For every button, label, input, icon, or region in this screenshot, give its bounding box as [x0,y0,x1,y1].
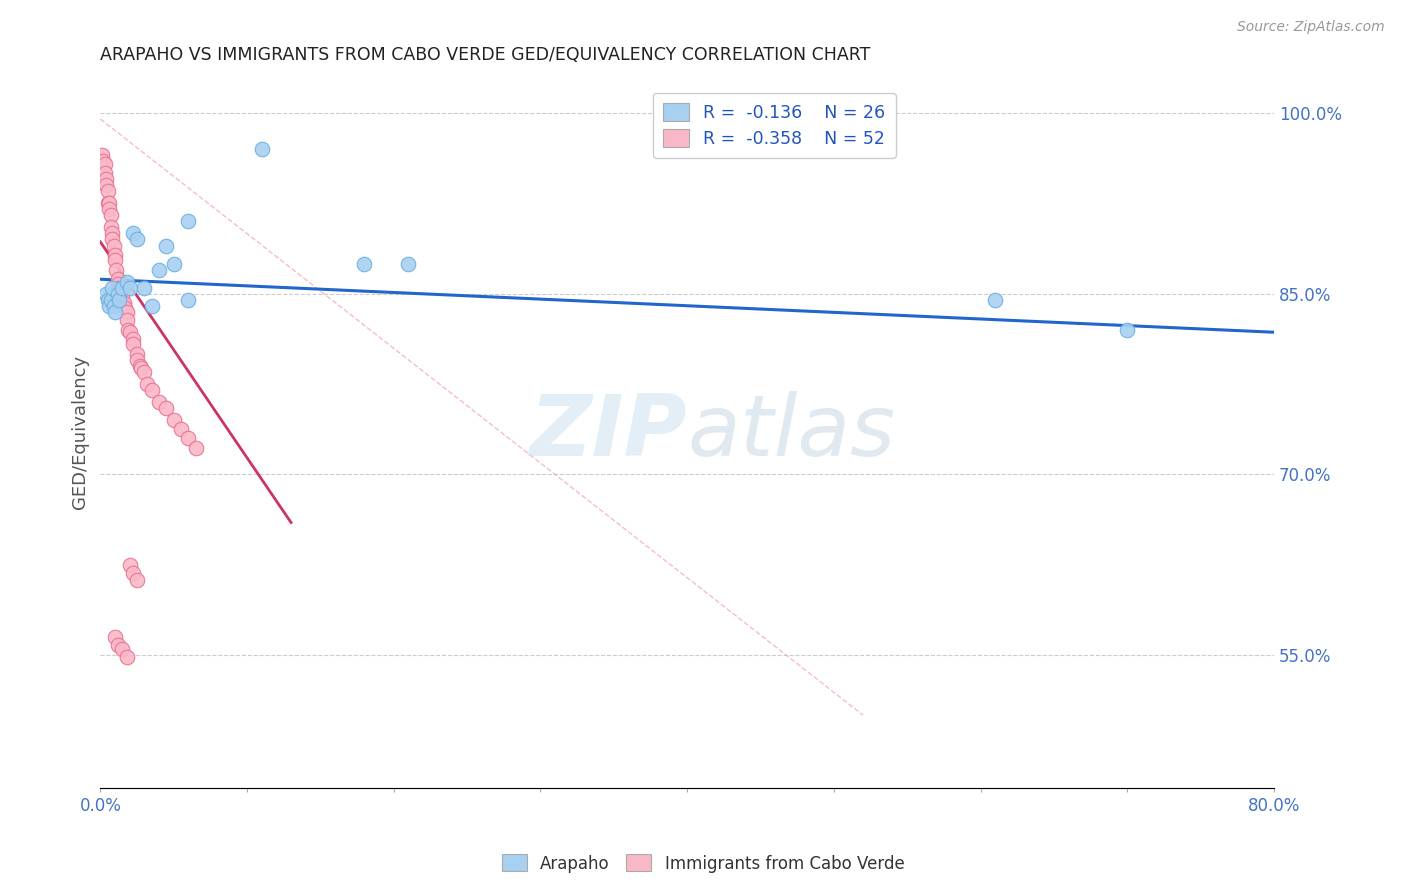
Point [107,639,129,653]
Point [90,148,112,162]
Point [129,359,152,373]
Point [103,299,125,313]
Point [100,208,122,222]
Point [105,262,128,277]
Point [396,256,419,270]
Point [121,333,143,347]
Point [112,296,135,310]
Point [118,558,141,572]
Point [97,293,120,307]
Point [177,293,200,307]
Point [115,305,138,319]
Point [110,285,132,299]
Y-axis label: GED/Equivalency: GED/Equivalency [72,355,89,509]
Point [96,286,118,301]
Point [125,347,148,361]
Point [96,178,118,193]
Point [163,256,186,270]
Point [125,232,148,246]
Point [141,383,163,397]
Point [148,395,170,409]
Point [91,154,114,169]
Point [104,630,127,644]
Point [103,238,125,252]
Point [107,286,129,301]
Point [134,365,156,379]
Point [115,275,138,289]
Legend: R =  -0.136    N = 26, R =  -0.358    N = 52: R = -0.136 N = 26, R = -0.358 N = 52 [652,93,896,158]
Point [108,293,131,307]
Point [111,296,134,310]
Point [111,289,134,303]
Point [101,227,124,241]
Point [115,650,138,665]
Point [107,272,129,286]
Text: ZIP: ZIP [530,391,688,474]
Point [121,566,143,581]
Point [108,281,131,295]
Point [98,202,121,217]
Point [104,252,127,267]
Point [114,301,136,315]
Point [121,227,143,241]
Point [97,196,120,211]
Point [155,238,177,252]
Point [136,377,159,392]
Text: atlas: atlas [688,391,896,474]
Point [104,248,127,262]
Point [250,142,273,156]
Point [131,361,153,376]
Point [96,172,118,186]
Point [177,214,200,228]
Point [1116,323,1139,337]
Point [118,325,141,339]
Point [115,313,138,327]
Point [177,431,200,445]
Point [101,281,124,295]
Point [118,281,141,295]
Point [155,401,177,416]
Point [111,281,134,295]
Point [98,299,121,313]
Point [100,293,122,307]
Point [98,196,121,211]
Point [163,413,186,427]
Point [170,421,193,435]
Point [117,323,139,337]
Text: Source: ZipAtlas.com: Source: ZipAtlas.com [1237,20,1385,34]
Point [141,299,163,313]
Point [100,220,122,235]
Point [101,232,124,246]
Point [111,642,134,657]
Point [104,305,127,319]
Point [125,574,148,588]
Point [125,353,148,368]
Point [97,184,120,198]
Point [94,166,117,180]
Point [94,156,117,170]
Point [148,262,170,277]
Point [121,337,143,351]
Point [353,256,375,270]
Legend: Arapaho, Immigrants from Cabo Verde: Arapaho, Immigrants from Cabo Verde [495,847,911,880]
Point [107,277,129,291]
Point [134,281,156,295]
Point [984,293,1007,307]
Text: ARAPAHO VS IMMIGRANTS FROM CABO VERDE GED/EQUIVALENCY CORRELATION CHART: ARAPAHO VS IMMIGRANTS FROM CABO VERDE GE… [100,46,870,64]
Point [184,441,207,455]
